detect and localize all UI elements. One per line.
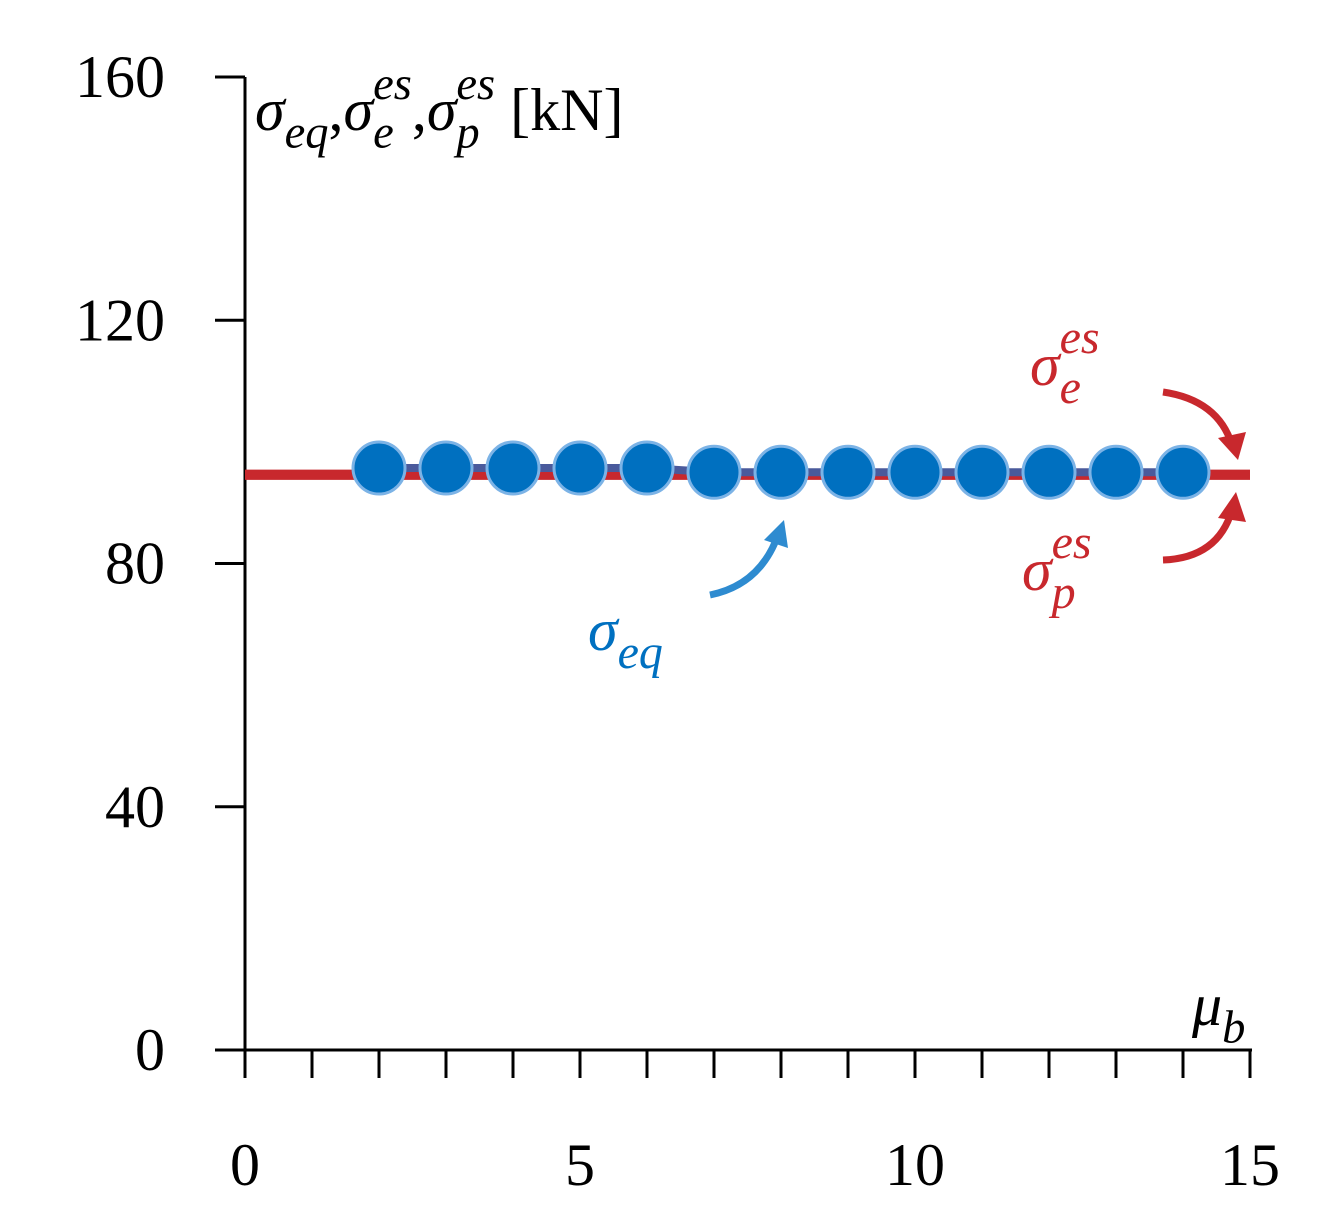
label-base: σ bbox=[343, 77, 375, 143]
label-sub: p bbox=[1049, 566, 1076, 619]
data-point bbox=[887, 444, 943, 500]
series-label: σpes​ bbox=[1022, 516, 1092, 619]
arrow bbox=[1162, 388, 1236, 447]
x-tick-label: 10 bbox=[885, 1132, 945, 1198]
y-tick-label: 120 bbox=[75, 287, 165, 353]
data-point bbox=[686, 444, 742, 500]
arrow-head bbox=[1218, 492, 1246, 522]
y-tick-label: 0 bbox=[135, 1017, 165, 1083]
label-text: , bbox=[328, 77, 343, 143]
data-point bbox=[418, 440, 474, 496]
data-point bbox=[1088, 444, 1144, 500]
y-axis-label: σeq​,σees​,σpes​ [kN] bbox=[255, 59, 623, 158]
label-sub: p bbox=[453, 107, 479, 158]
data-point bbox=[1155, 444, 1211, 500]
label-sub: e bbox=[1060, 361, 1081, 414]
data-point bbox=[351, 440, 407, 496]
arrow bbox=[709, 533, 782, 599]
y-tick-label: 40 bbox=[105, 774, 165, 840]
axes bbox=[243, 77, 1252, 1052]
data-point bbox=[820, 444, 876, 500]
data-point bbox=[485, 440, 541, 496]
label-sup: es bbox=[1060, 311, 1100, 364]
data-point bbox=[1021, 444, 1077, 500]
y-tick-label: 160 bbox=[75, 44, 165, 110]
x-tick-label: 15 bbox=[1220, 1132, 1280, 1198]
label-text: , bbox=[412, 77, 427, 143]
annotation-arrows bbox=[709, 388, 1246, 599]
x-tick-label: 5 bbox=[565, 1132, 595, 1198]
data-point bbox=[552, 440, 608, 496]
label-text: [kN] bbox=[495, 77, 623, 143]
label-sup: es bbox=[1052, 516, 1092, 569]
label-sup: es bbox=[456, 59, 495, 110]
label-sub: e bbox=[373, 107, 394, 158]
label-base: σ bbox=[1030, 332, 1062, 398]
label-base: σ bbox=[255, 77, 287, 143]
data-point bbox=[619, 440, 675, 496]
label-sub: eq bbox=[285, 107, 329, 158]
x-tick-label: 0 bbox=[230, 1132, 260, 1198]
arrow-head bbox=[764, 520, 788, 548]
arrow-head bbox=[1218, 432, 1246, 460]
label-sup: es bbox=[373, 59, 412, 110]
x-axis-label: μb​ bbox=[1191, 972, 1245, 1053]
data-point bbox=[954, 444, 1010, 500]
series-label: σeq​ bbox=[588, 597, 663, 679]
data-point bbox=[753, 444, 809, 500]
y-tick-label: 80 bbox=[105, 531, 165, 597]
label-sub: b bbox=[1222, 1002, 1245, 1053]
label-sub: eq bbox=[618, 626, 663, 679]
series-label: σees​ bbox=[1030, 311, 1100, 414]
label-base: σ bbox=[427, 77, 459, 143]
label-base: σ bbox=[1022, 537, 1054, 603]
label-base: σ bbox=[588, 597, 620, 663]
label-base: μ bbox=[1191, 972, 1222, 1038]
